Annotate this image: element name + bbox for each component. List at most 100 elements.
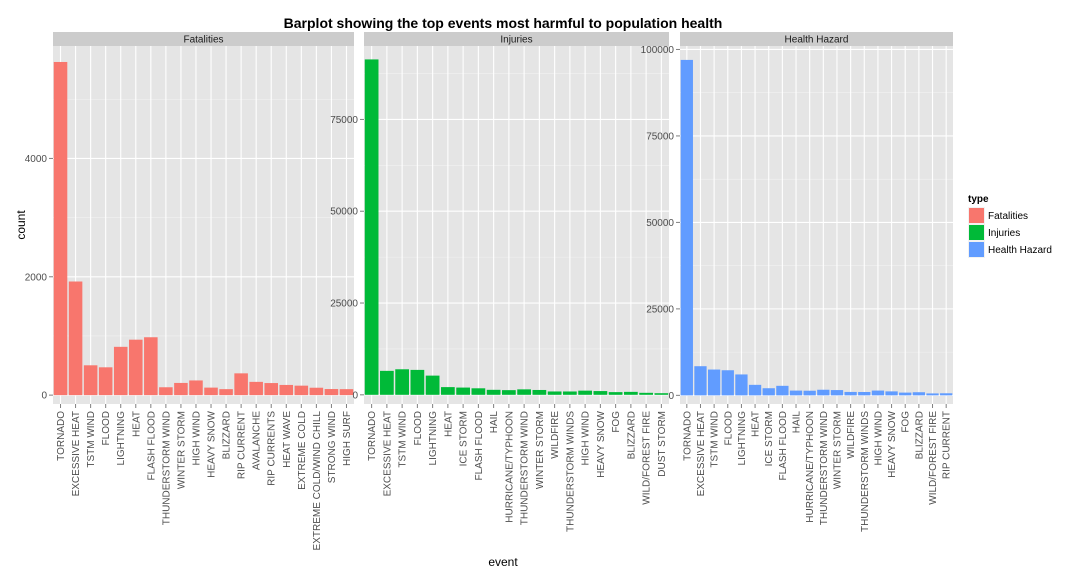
facet-strip-label: Fatalities <box>183 35 223 46</box>
bar <box>425 375 440 395</box>
y-tick-label: 50000 <box>330 207 358 218</box>
y-tick-label: 100000 <box>641 45 675 56</box>
bar <box>776 385 789 396</box>
y-tick-label: 25000 <box>330 299 358 310</box>
bar <box>502 390 516 395</box>
x-tick-label: FOG <box>611 411 622 433</box>
x-tick-label: BLIZZARD <box>222 411 233 459</box>
y-axis-title: count <box>14 210 28 240</box>
bar <box>817 389 830 396</box>
bar <box>441 387 455 395</box>
legend-key-fatalities <box>969 208 984 223</box>
bar <box>309 387 324 396</box>
x-tick-label: EXCESSIVE HEAT <box>382 411 393 496</box>
bar <box>762 388 775 396</box>
bar <box>707 369 721 396</box>
x-tick-label: FLOOD <box>413 411 424 445</box>
x-tick-label: THUNDERSTORM WINDS <box>565 411 576 532</box>
bar <box>721 370 734 396</box>
x-tick-label: THUNDERSTORM WIND <box>520 411 531 525</box>
bar <box>654 393 669 395</box>
bar <box>789 390 803 396</box>
x-tick-label: RIP CURRENT <box>942 411 953 479</box>
bar <box>624 391 638 395</box>
facet-panel-fatalities: Fatalities 0 2000 4000 TORNADO EXCESSIVE HEAT… <box>25 32 354 550</box>
bar <box>204 387 218 396</box>
x-tick-label: ICE STORM <box>764 411 775 466</box>
y-tick-label: 25000 <box>646 304 674 315</box>
bar <box>144 337 158 396</box>
x-tick-label: THUNDERSTORM WINDS <box>860 411 871 532</box>
bar <box>912 392 926 396</box>
x-tick-label: FLOOD <box>723 411 734 445</box>
bar <box>844 391 857 396</box>
bar <box>53 61 68 396</box>
legend-label: Injuries <box>988 228 1020 239</box>
bar <box>680 59 693 396</box>
x-tick-label: FLASH FLOOD <box>146 411 157 480</box>
x-tick-label: HURRICANE/TYPHOON <box>504 411 515 523</box>
y-tick-label: 0 <box>668 391 674 402</box>
bar <box>294 385 309 396</box>
y-tick-label: 4000 <box>25 154 48 165</box>
facet-panel-injuries: Injuries 0 25000 50000 75000 TORNADO EXCESSIVE… <box>330 32 669 532</box>
x-tick-label: WILDFIRE <box>550 411 561 459</box>
bar <box>578 390 592 395</box>
bar <box>532 389 547 395</box>
bar <box>830 390 844 396</box>
bar <box>593 391 608 395</box>
x-tick-label: HIGH SURF <box>342 411 353 466</box>
panel-background <box>364 46 669 404</box>
x-tick-label: EXTREME COLD/WIND CHILL <box>312 411 323 551</box>
bar <box>380 370 394 395</box>
x-tick-label: TSTM WIND <box>398 411 409 468</box>
bar <box>219 389 233 396</box>
x-tick-label: EXCESSIVE HEAT <box>71 411 82 496</box>
bar <box>159 387 173 396</box>
x-tick-label: WILD/FOREST FIRE <box>928 411 939 505</box>
x-tick-label: RIP CURRENT <box>237 411 248 479</box>
x-tick-label: DUST STORM <box>657 411 668 477</box>
bar <box>324 389 339 396</box>
x-tick-label: TORNADO <box>56 411 67 461</box>
facet-strip <box>364 32 669 46</box>
bar <box>858 391 871 396</box>
y-tick-label: 50000 <box>646 218 674 229</box>
bar <box>249 381 263 396</box>
x-tick-label: LIGHTNING <box>737 411 748 466</box>
y-tick-label: 2000 <box>25 272 48 283</box>
bar <box>639 392 653 395</box>
bar <box>694 366 707 396</box>
x-tick-label: WILDFIRE <box>846 411 857 459</box>
x-tick-label: EXTREME COLD <box>297 411 308 490</box>
legend-title: type <box>968 194 989 205</box>
panel-background <box>53 46 354 404</box>
x-tick-label: AVALANCHE <box>252 411 263 470</box>
x-tick-label: HIGH WIND <box>191 411 202 465</box>
legend-key-injuries <box>969 225 984 240</box>
facet-strip-label: Health Hazard <box>785 35 849 46</box>
bar <box>517 389 531 395</box>
x-tick-label: HAIL <box>792 411 803 434</box>
x-tick-label: TORNADO <box>367 411 378 461</box>
x-tick-label: HEAT <box>443 411 454 437</box>
x-tick-label: ICE STORM <box>459 411 470 466</box>
x-tick-label: TSTM WIND <box>86 411 97 468</box>
x-tick-label: LIGHTNING <box>428 411 439 466</box>
legend-label: Fatalities <box>988 211 1028 222</box>
bar <box>608 392 623 395</box>
legend-label: Health Hazard <box>988 245 1052 256</box>
x-tick-label: LIGHTNING <box>116 411 127 466</box>
x-tick-label: EXCESSIVE HEAT <box>696 411 707 496</box>
x-tick-label: BLIZZARD <box>626 411 637 459</box>
bar <box>885 391 898 396</box>
legend-key-health-hazard <box>969 242 984 257</box>
x-tick-label: HEAVY SNOW <box>596 410 607 477</box>
x-axis-title: event <box>488 555 518 569</box>
x-tick-label: TSTM WIND <box>710 411 721 468</box>
x-tick-label: TORNADO <box>682 411 693 461</box>
y-tick-label: 0 <box>352 390 358 401</box>
